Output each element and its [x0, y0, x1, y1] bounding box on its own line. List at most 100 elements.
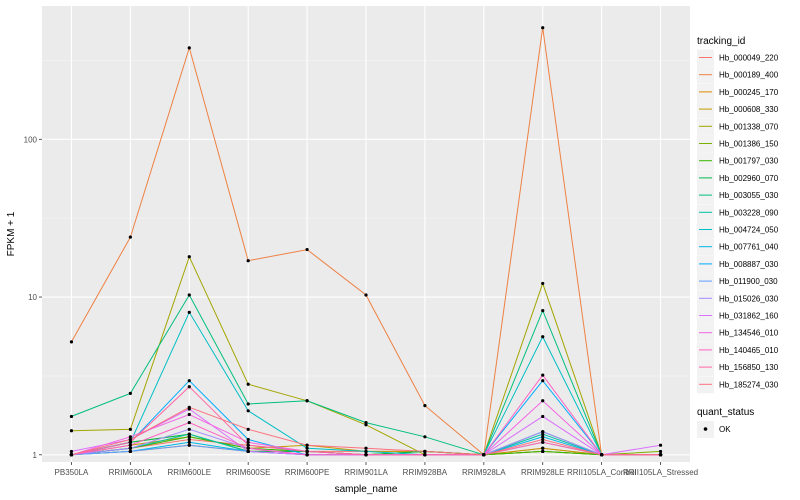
y-tick-label: 100 — [24, 135, 38, 144]
legend-label: Hb_004724_050 — [719, 226, 779, 235]
x-tick-label: RRIM600PE — [285, 468, 329, 477]
data-point — [187, 310, 191, 314]
data-point — [364, 446, 368, 450]
data-point — [187, 405, 191, 409]
data-point — [364, 449, 368, 454]
legend-label: Hb_001797_030 — [719, 157, 779, 166]
data-point — [541, 26, 545, 30]
x-tick-label: RRIM928LE — [521, 468, 565, 477]
data-point — [187, 443, 191, 447]
data-point — [541, 435, 545, 439]
data-point — [246, 259, 250, 263]
legend-label: Hb_003055_030 — [719, 191, 779, 200]
data-point — [541, 437, 545, 442]
legend-label: Hb_000245_170 — [719, 88, 779, 97]
data-point — [541, 373, 545, 377]
data-point — [128, 427, 132, 431]
data-point — [187, 437, 191, 442]
data-point — [187, 293, 191, 297]
data-point — [128, 391, 132, 395]
legend2-title: quant_status — [697, 407, 754, 418]
data-point — [187, 46, 191, 50]
data-point — [187, 435, 191, 439]
data-point — [541, 440, 545, 444]
data-point — [187, 432, 191, 436]
legend-label: Hb_000049_220 — [719, 54, 779, 63]
data-point — [541, 449, 545, 454]
data-point — [658, 453, 663, 457]
data-point — [541, 414, 545, 419]
data-point — [69, 340, 74, 344]
x-tick-label: RRIM928LA — [462, 468, 506, 477]
data-point — [541, 335, 545, 339]
legend-label: Hb_156850_130 — [719, 363, 779, 372]
legend-label: Hb_008887_030 — [719, 260, 779, 269]
data-point — [187, 385, 191, 389]
x-axis: PB350LA RRIM600LA RRIM600LE RRIM600SE RRIM60… — [55, 462, 698, 477]
data-point — [128, 446, 132, 450]
x-tick-label: RRII105LA_Control — [567, 468, 637, 477]
data-point — [541, 379, 545, 383]
data-point — [187, 379, 191, 383]
data-point — [364, 453, 368, 457]
data-point — [423, 449, 427, 454]
data-point — [246, 440, 250, 444]
data-point — [658, 449, 663, 454]
legend-label: Hb_140465_010 — [719, 346, 779, 355]
data-point — [541, 399, 545, 403]
legend-title: tracking_id — [697, 36, 745, 47]
data-point — [69, 429, 74, 433]
legend-label: Hb_000608_330 — [719, 105, 779, 114]
legend-label: Hb_002960_070 — [719, 174, 779, 183]
y-axis-title: FPKM + 1 — [6, 211, 17, 256]
data-point — [541, 446, 545, 450]
legend: Hb_000049_220 Hb_000189_400 Hb_000245_170 H… — [697, 49, 779, 394]
data-point — [246, 382, 250, 386]
x-tick-label: RRIM600LA — [109, 468, 153, 477]
data-point — [482, 453, 486, 457]
data-point — [246, 443, 250, 447]
legend-label: Hb_001386_150 — [719, 140, 779, 149]
data-point — [364, 420, 368, 425]
data-point — [423, 453, 427, 457]
legend-label: Hb_003228_090 — [719, 208, 779, 217]
data-point — [187, 440, 191, 444]
data-point — [128, 437, 132, 442]
data-point — [305, 247, 309, 252]
data-point — [658, 443, 663, 447]
data-point — [305, 399, 309, 403]
data-point — [364, 293, 368, 297]
data-point — [69, 449, 74, 454]
x-tick-label: RRIM600SE — [226, 468, 270, 477]
y-axis: 1 10 100 — [24, 135, 42, 460]
data-point — [128, 449, 132, 454]
legend-quant-status: OK — [697, 421, 731, 438]
grid — [42, 6, 690, 462]
data-point — [423, 404, 427, 408]
data-point — [128, 235, 132, 239]
legend-label: Hb_134546_010 — [719, 329, 779, 338]
data-point — [246, 437, 250, 442]
x-tick-label: RRIM600LE — [167, 468, 211, 477]
data-point — [187, 427, 191, 431]
legend-label: Hb_011900_030 — [719, 277, 778, 286]
data-point — [305, 446, 309, 450]
data-point — [600, 453, 604, 457]
data-point — [423, 435, 427, 439]
legend-label: Hb_031862_160 — [719, 312, 779, 321]
data-point — [246, 427, 250, 431]
data-point — [305, 449, 309, 454]
legend-key-point — [703, 427, 708, 431]
data-point — [541, 281, 545, 286]
x-tick-label: RRIM928BA — [403, 468, 448, 477]
x-tick-label: PB350LA — [55, 468, 89, 477]
data-point — [305, 443, 309, 447]
data-point — [69, 453, 74, 457]
data-point — [69, 414, 74, 419]
legend-label: OK — [719, 425, 731, 434]
data-point — [305, 453, 309, 457]
data-point — [187, 255, 191, 259]
y-tick-label: 10 — [28, 293, 37, 302]
data-points — [69, 26, 663, 457]
